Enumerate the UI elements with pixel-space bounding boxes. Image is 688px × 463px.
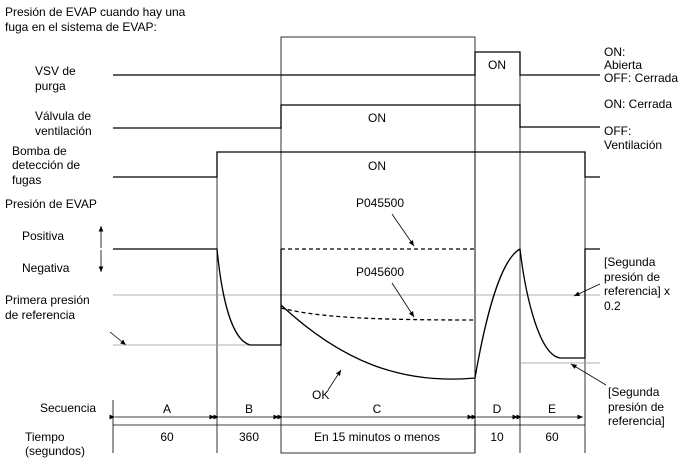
reference-label: 0.2	[604, 299, 621, 313]
signal-label: VSV de	[35, 64, 76, 78]
vsv-wave	[113, 51, 600, 76]
reference-label: de referencia	[5, 308, 75, 322]
code-label: OK	[312, 388, 329, 402]
valve-wave	[113, 104, 600, 129]
step-label: D	[493, 402, 502, 416]
on-label: ON	[368, 111, 386, 125]
signal-label: ventilación	[35, 124, 92, 138]
title-line: Presión de EVAP cuando hay una	[5, 5, 186, 19]
state-label: Abierta	[604, 58, 642, 72]
arrow	[391, 282, 415, 318]
code-label: P045600	[356, 265, 404, 279]
signal-label: purga	[35, 79, 66, 93]
state-label: Ventilación	[604, 138, 662, 152]
reference-label: Primera presión	[5, 293, 90, 307]
phase-boundaries	[112, 52, 586, 453]
reference-label: presión de	[608, 400, 664, 414]
time-value: 10	[490, 430, 504, 444]
reference-label: [Segunda	[604, 255, 656, 269]
state-label: ON: Cerrada	[604, 97, 672, 111]
arrow	[327, 369, 342, 391]
signal-label: Válvula de	[35, 109, 91, 123]
code-label: P045500	[356, 196, 404, 210]
state-label: OFF:	[604, 124, 631, 138]
pressure-wave	[280, 247, 600, 380]
step-label: B	[245, 402, 253, 416]
arrow	[573, 283, 601, 297]
pressure-label: Presión de EVAP	[5, 197, 97, 211]
reference-label: [Segunda	[608, 385, 660, 399]
pressure-wave	[113, 248, 282, 346]
time-label: Tiempo	[25, 430, 65, 444]
on-label: ON	[488, 58, 506, 72]
on-label: ON	[368, 159, 386, 173]
title: Presión de EVAP cuando hay una fuga en e…	[5, 5, 186, 34]
signal-label: Bomba de	[12, 144, 67, 158]
signal-label: detección de	[12, 158, 80, 172]
p045600-wave	[280, 307, 476, 321]
arrow	[109, 331, 127, 346]
pressure-label: Positiva	[22, 229, 64, 243]
reference-label: referencia] x	[604, 284, 670, 298]
pump-wave	[113, 151, 600, 178]
signal-label: fugas	[12, 173, 41, 187]
state-label: OFF: Cerrada	[604, 71, 678, 85]
arrow	[570, 363, 607, 386]
arrow	[391, 213, 415, 247]
step-label: E	[548, 402, 556, 416]
sequence-arrows	[109, 414, 585, 426]
state-label: ON:	[604, 45, 625, 59]
time-value: En 15 minutos o menos	[314, 430, 440, 444]
time-label: (segundos)	[25, 444, 85, 458]
time-value: 60	[545, 430, 559, 444]
phase-c-box	[280, 36, 476, 454]
step-label: A	[163, 402, 171, 416]
time-value: 360	[239, 430, 259, 444]
reference-label: referencia]	[608, 414, 665, 428]
reference-label: presión de	[604, 270, 660, 284]
time-value: 60	[160, 430, 174, 444]
title-line: fuga en el sistema de EVAP:	[5, 20, 157, 34]
sequence-label: Secuencia	[40, 401, 96, 415]
step-label: C	[373, 402, 382, 416]
pressure-label: Negativa	[22, 261, 70, 275]
